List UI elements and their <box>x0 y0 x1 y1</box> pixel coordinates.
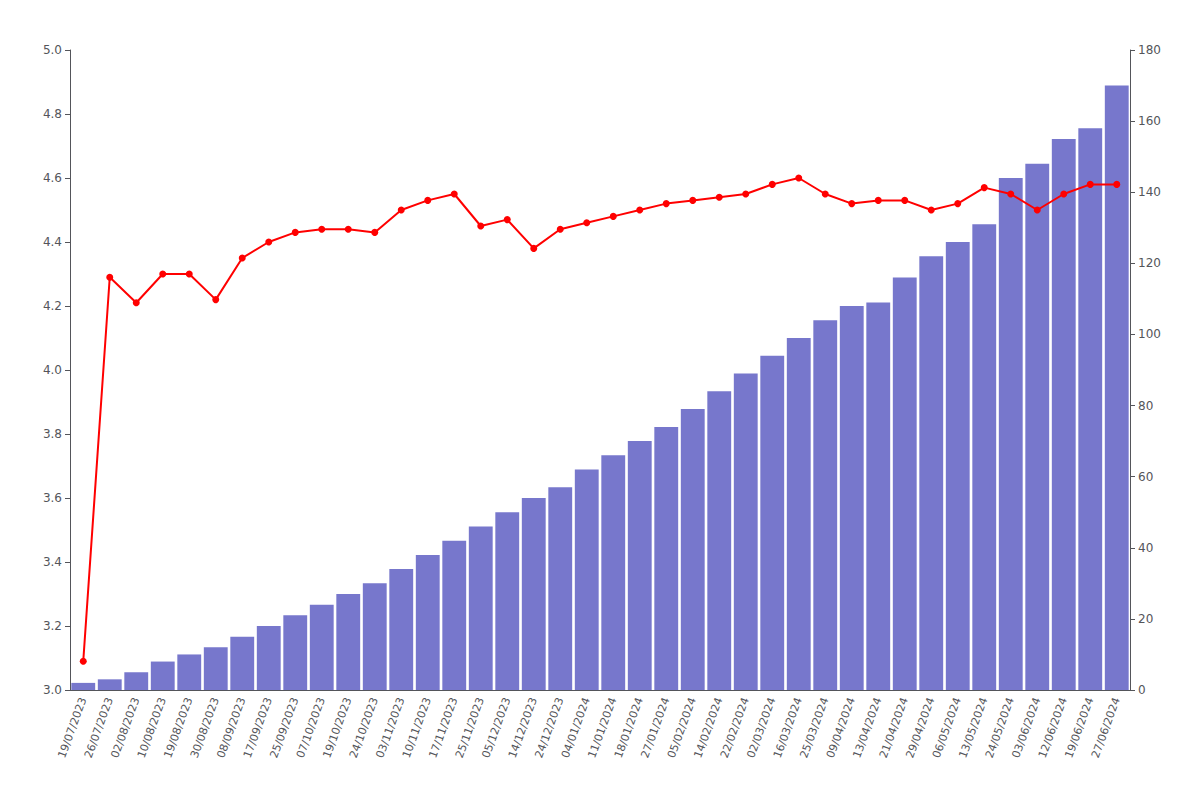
svg-text:140: 140 <box>1138 185 1161 199</box>
svg-text:24/10/2023: 24/10/2023 <box>347 695 381 760</box>
svg-text:19/06/2024: 19/06/2024 <box>1062 695 1097 760</box>
svg-text:17/09/2023: 17/09/2023 <box>241 695 275 760</box>
svg-text:25/09/2023: 25/09/2023 <box>267 695 302 760</box>
svg-text:100: 100 <box>1138 327 1161 341</box>
svg-text:3.0: 3.0 <box>43 683 62 697</box>
svg-text:4.2: 4.2 <box>43 299 62 313</box>
svg-text:3.2: 3.2 <box>43 619 62 633</box>
svg-text:120: 120 <box>1138 256 1161 270</box>
svg-text:16/03/2024: 16/03/2024 <box>771 695 805 760</box>
svg-text:17/11/2023: 17/11/2023 <box>426 695 461 760</box>
svg-text:5.0: 5.0 <box>43 43 62 57</box>
svg-text:18/01/2024: 18/01/2024 <box>612 695 646 760</box>
svg-text:27/01/2024: 27/01/2024 <box>638 695 673 760</box>
svg-text:05/12/2023: 05/12/2023 <box>479 695 514 760</box>
svg-text:02/08/2023: 02/08/2023 <box>108 695 143 760</box>
svg-text:13/05/2024: 13/05/2024 <box>956 695 991 760</box>
svg-text:06/05/2024: 06/05/2024 <box>930 695 964 760</box>
svg-text:26/07/2023: 26/07/2023 <box>82 695 116 760</box>
svg-text:03/11/2023: 03/11/2023 <box>373 695 408 760</box>
svg-text:3.6: 3.6 <box>43 491 62 505</box>
svg-text:05/02/2024: 05/02/2024 <box>665 695 699 760</box>
svg-text:180: 180 <box>1138 43 1161 57</box>
svg-text:10/08/2023: 10/08/2023 <box>135 695 169 760</box>
svg-text:60: 60 <box>1138 470 1153 484</box>
svg-text:0: 0 <box>1138 683 1146 697</box>
svg-text:12/06/2024: 12/06/2024 <box>1036 695 1070 760</box>
svg-text:3.8: 3.8 <box>43 427 62 441</box>
svg-text:02/03/2024: 02/03/2024 <box>744 695 779 760</box>
svg-text:4.6: 4.6 <box>43 171 62 185</box>
svg-text:19/08/2023: 19/08/2023 <box>161 695 196 760</box>
svg-text:04/01/2024: 04/01/2024 <box>559 695 593 760</box>
svg-text:14/12/2023: 14/12/2023 <box>506 695 540 760</box>
svg-text:19/07/2023: 19/07/2023 <box>55 695 90 760</box>
svg-text:80: 80 <box>1138 399 1153 413</box>
svg-text:24/05/2024: 24/05/2024 <box>983 695 1017 760</box>
svg-text:40: 40 <box>1138 541 1153 555</box>
svg-text:25/11/2023: 25/11/2023 <box>453 695 487 760</box>
svg-text:13/04/2024: 13/04/2024 <box>850 695 885 760</box>
svg-text:10/11/2023: 10/11/2023 <box>400 695 434 760</box>
svg-text:27/06/2024: 27/06/2024 <box>1089 696 1123 760</box>
svg-text:29/04/2024: 29/04/2024 <box>903 695 938 760</box>
svg-text:160: 160 <box>1138 114 1161 128</box>
svg-text:30/08/2023: 30/08/2023 <box>188 695 222 760</box>
svg-text:20: 20 <box>1138 612 1153 626</box>
svg-text:25/03/2024: 25/03/2024 <box>797 695 832 760</box>
svg-text:14/02/2024: 14/02/2024 <box>691 695 726 760</box>
svg-text:19/10/2023: 19/10/2023 <box>320 695 355 760</box>
svg-text:03/06/2024: 03/06/2024 <box>1009 695 1044 760</box>
svg-text:4.0: 4.0 <box>43 363 62 377</box>
svg-text:11/01/2024: 11/01/2024 <box>585 695 620 760</box>
svg-text:3.4: 3.4 <box>43 555 62 569</box>
svg-text:07/10/2023: 07/10/2023 <box>294 695 328 760</box>
svg-text:21/04/2024: 21/04/2024 <box>877 695 911 760</box>
svg-text:4.4: 4.4 <box>43 235 62 249</box>
svg-text:22/02/2024: 22/02/2024 <box>718 695 752 760</box>
svg-text:08/09/2023: 08/09/2023 <box>214 695 249 760</box>
svg-text:09/04/2024: 09/04/2024 <box>824 695 858 760</box>
svg-text:24/12/2023: 24/12/2023 <box>532 695 567 760</box>
svg-text:4.8: 4.8 <box>43 107 62 121</box>
